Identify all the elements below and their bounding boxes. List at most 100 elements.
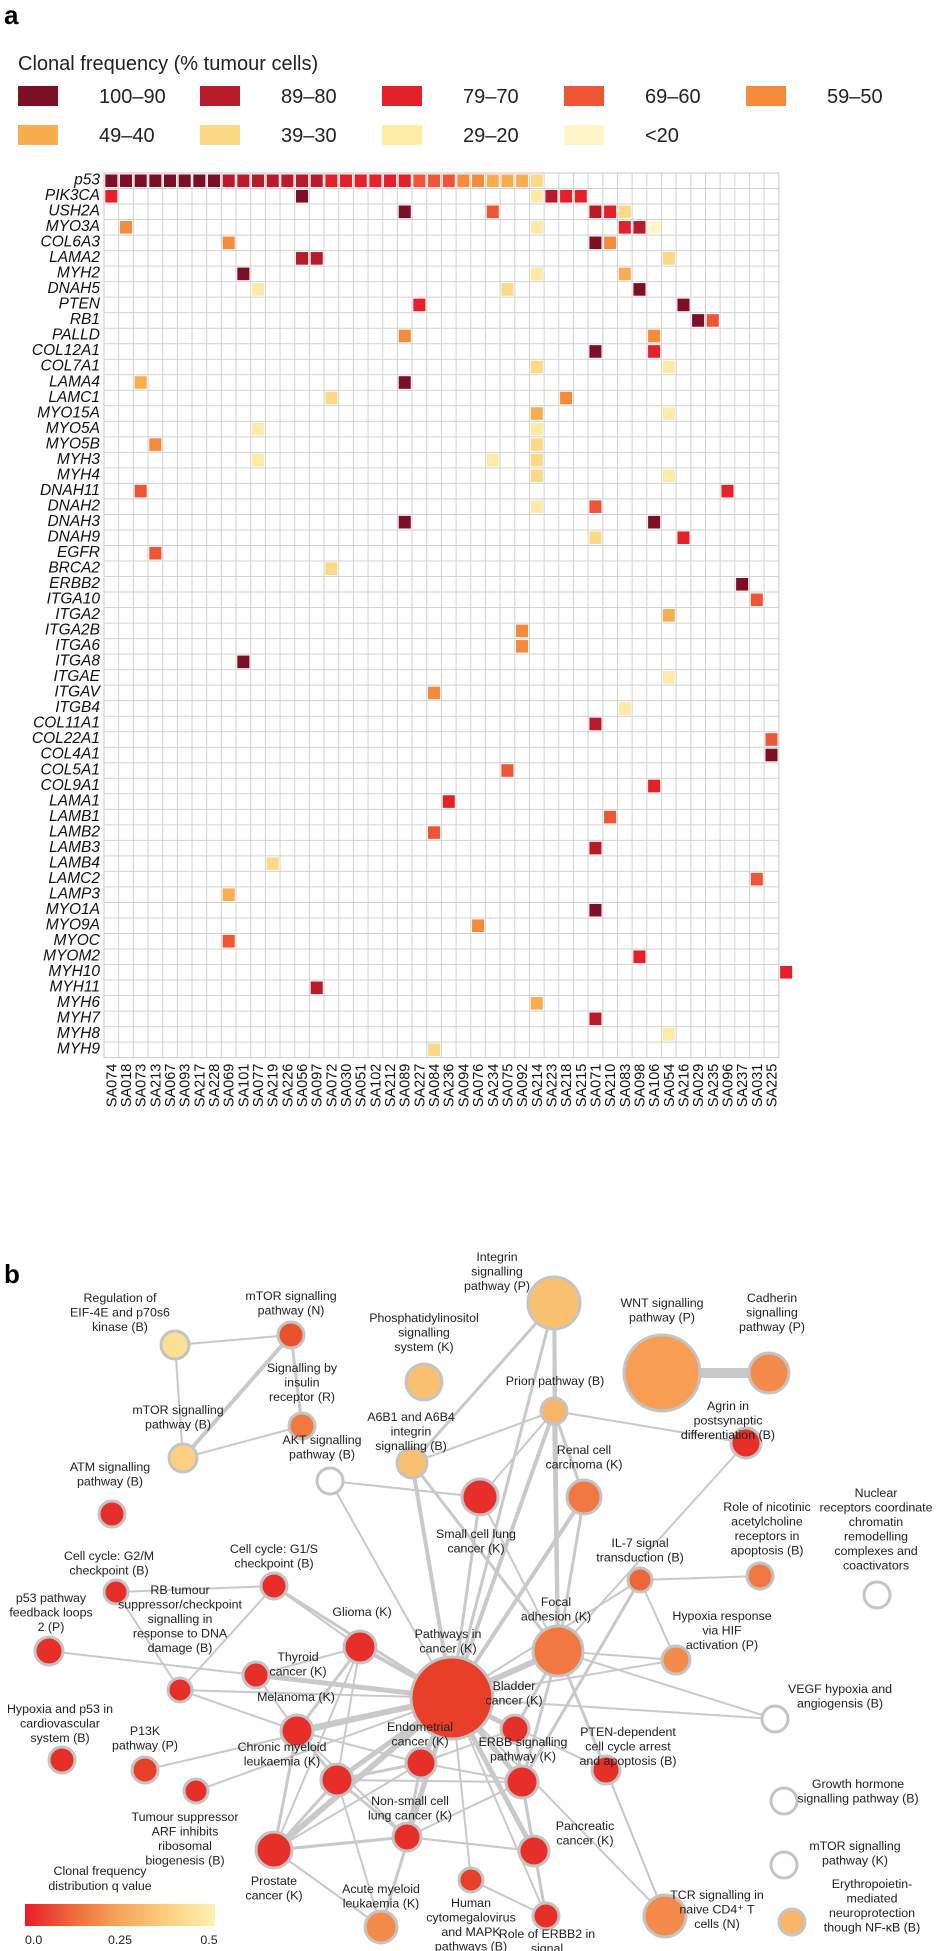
node-label-line: pathway (B) [289, 1448, 355, 1462]
legend-swatch [200, 86, 240, 106]
heatmap-cell [648, 345, 661, 358]
node-label-thyroid: Thyroid cancer (K) [269, 1650, 326, 1679]
gene-label: MYH3 [57, 451, 100, 468]
gene-label: MYH11 [49, 979, 100, 996]
node-nsclc [391, 1821, 423, 1853]
heatmap-cell [662, 252, 675, 265]
node-label-line: neuroprotection [829, 1906, 915, 1920]
node-label-nuclear: Nuclear receptors coordinate chromatin remo… [820, 1486, 933, 1573]
sample-label: SA031 [750, 1064, 766, 1108]
heatmap-cell [530, 453, 543, 467]
sample-label: SA093 [178, 1064, 194, 1108]
node-label-line: via HIF [702, 1624, 742, 1638]
heatmap-cell [750, 872, 763, 886]
legend-swatch [564, 86, 604, 106]
node-label-line: cell cycle arrest [585, 1740, 671, 1754]
node-label-line: cardiovascular [20, 1717, 100, 1731]
heatmap-cell [501, 283, 514, 296]
heatmap-cell [633, 283, 646, 296]
heatmap-cell [163, 174, 177, 188]
heatmap-cell [472, 174, 485, 188]
heatmap-cell [618, 221, 631, 234]
node-eif4e [159, 1329, 191, 1361]
node-label-line: differentiation (B) [681, 1428, 775, 1442]
heatmap-cell [604, 810, 617, 824]
heatmap-cell [677, 298, 690, 312]
node-label-cmv: Human cytomegalovirus and MAPK pathways (B) [426, 1896, 516, 1951]
node-label-line: cancer (K) [419, 1642, 476, 1656]
sample-label: SA101 [236, 1064, 252, 1108]
gene-label: COL6A3 [41, 234, 101, 251]
node-label-mtorn: mTOR signalling pathway (N) [245, 1289, 336, 1318]
node-label-line: receptors in [735, 1529, 800, 1543]
network-edge [296, 1730, 422, 1764]
legend-label: 79–70 [463, 86, 519, 108]
sample-label: SA236 [442, 1064, 458, 1108]
node-label-mtorb: mTOR signalling pathway (B) [132, 1403, 223, 1432]
heatmap-cell [721, 484, 734, 498]
node-label-line: feedback loops [9, 1606, 92, 1620]
node-label-growth: Growth hormone signalling pathway (B) [797, 1777, 918, 1806]
network-edge [329, 1480, 481, 1498]
heatmap-cell [633, 221, 646, 234]
network-edge [272, 1835, 409, 1852]
node-label-il7: IL-7 signal transduction (B) [596, 1536, 683, 1565]
gene-label: USH2A [48, 203, 100, 220]
network-edge [410, 1461, 560, 1653]
node-label-line: mTOR signalling [809, 1839, 900, 1853]
heatmap-cell [706, 314, 719, 327]
legend-label: 49–40 [99, 125, 155, 147]
heatmap-cell [310, 981, 323, 995]
node-cmv [457, 1866, 485, 1894]
gene-label: MYOC [54, 932, 101, 949]
heatmap-cell [530, 407, 543, 420]
heatmap-cell [589, 1012, 602, 1026]
sample-label: SA029 [691, 1064, 707, 1108]
node-a6b1 [395, 1446, 429, 1480]
node-label-line: Growth hormone [812, 1777, 904, 1791]
node-label-line: Bladder [493, 1679, 536, 1693]
node-label-line: adhesion (K) [521, 1610, 591, 1624]
network: Regulation of EIF-4E and p70s6 kinase (B) m… [7, 1250, 933, 1951]
node-label-prion: Prion pathway (B) [506, 1374, 604, 1388]
node-label-line: Agrin in [707, 1399, 749, 1413]
sample-label: SA216 [676, 1064, 692, 1108]
gene-label: LAMP3 [49, 885, 100, 902]
network-nodes [33, 1275, 892, 1945]
node-label-line: ERBB signalling [479, 1735, 568, 1749]
network-labels: Regulation of EIF-4E and p70s6 kinase (B) m… [7, 1250, 933, 1951]
heatmap-cell [207, 174, 221, 188]
node-label-line: Non-small cell [371, 1794, 449, 1808]
heatmap-cell [574, 189, 587, 203]
node-label-melanoma: Melanoma (K) [257, 1690, 335, 1704]
gene-label: COL4A1 [41, 746, 100, 763]
node-label-line: ARF inhibits [152, 1825, 219, 1839]
legend-label: 39–30 [281, 125, 337, 147]
gene-label: p53 [73, 172, 100, 189]
node-label-line: Role of ERBB2 in [499, 1927, 596, 1941]
gene-label: MYH7 [57, 1010, 101, 1027]
heatmap-cell [119, 174, 133, 188]
heatmap-cell [237, 655, 250, 669]
network-edge [272, 1729, 299, 1852]
sample-label: SA089 [398, 1064, 414, 1108]
heatmap-cell [501, 764, 514, 777]
legend-label: 89–80 [281, 86, 337, 108]
heatmap-cell [310, 174, 323, 188]
node-label-line: pathway (K) [490, 1750, 556, 1764]
gene-label: DNAH3 [47, 513, 100, 530]
node-agrin [729, 1426, 763, 1460]
heatmap-cell [662, 609, 675, 622]
gene-label: COL9A1 [41, 777, 100, 794]
node-label-cml: Chronic myeloid leukaemia (K) [238, 1740, 327, 1769]
node-label-line: pathway (B) [77, 1475, 143, 1489]
node-glioma [342, 1629, 378, 1665]
heatmap-cell [222, 934, 235, 948]
node-label-line: response to DNA [133, 1627, 228, 1641]
colorbar [25, 1904, 215, 1926]
network-edge [273, 1585, 361, 1648]
node-p13k [130, 1755, 160, 1785]
colorbar-tick: 0.25 [108, 1933, 132, 1947]
legend-label: 59–50 [827, 86, 883, 108]
heatmap-cell [398, 205, 411, 219]
